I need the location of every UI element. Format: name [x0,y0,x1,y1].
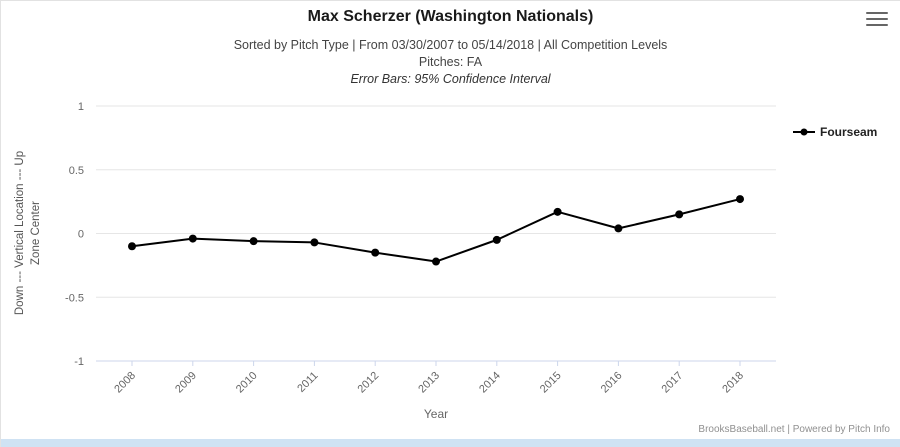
menu-bar [866,18,888,20]
svg-text:-0.5: -0.5 [65,292,84,304]
svg-text:2017: 2017 [660,370,686,396]
credit-link[interactable]: BrooksBaseball.net | Powered by Pitch In… [698,424,890,435]
svg-text:1: 1 [78,101,84,113]
legend-label: Fourseam [820,125,878,139]
y-axis-title-line2: Zone Center [30,201,42,265]
svg-text:2015: 2015 [538,370,564,396]
svg-text:2016: 2016 [599,370,625,396]
svg-text:2012: 2012 [356,370,382,396]
svg-text:2009: 2009 [173,370,199,396]
legend-line-dot-icon [793,128,815,136]
svg-text:Year: Year [424,407,448,421]
y-axis-title: Down --- Vertical Location --- Up Zone C… [12,63,46,403]
svg-text:2008: 2008 [112,370,138,396]
chart-header: Max Scherzer (Washington Nationals) Sort… [1,8,900,88]
svg-text:2011: 2011 [295,370,320,395]
svg-text:2018: 2018 [720,370,746,396]
svg-text:-1: -1 [74,356,84,368]
menu-bar [866,12,888,14]
svg-text:2010: 2010 [234,370,260,396]
chart-subtitle-pitches: Pitches: FA [418,55,483,69]
menu-bar [866,24,888,26]
bottom-accent-strip [1,439,900,447]
svg-text:2013: 2013 [416,370,442,396]
chart-subtitle-filters: Sorted by Pitch Type | From 03/30/2007 t… [233,38,668,52]
chart-subtitle-errorbars: Error Bars: 95% Confidence Interval [350,72,551,86]
y-axis-title-line1: Down --- Vertical Location --- Up [14,150,26,316]
legend-item-fourseam[interactable]: Fourseam [793,125,877,139]
svg-text:0.5: 0.5 [69,165,84,177]
svg-text:0: 0 [78,229,84,241]
svg-text:2014: 2014 [477,370,503,396]
chart-title: Max Scherzer (Washington Nationals) [307,8,594,25]
menu-icon[interactable] [866,10,888,28]
